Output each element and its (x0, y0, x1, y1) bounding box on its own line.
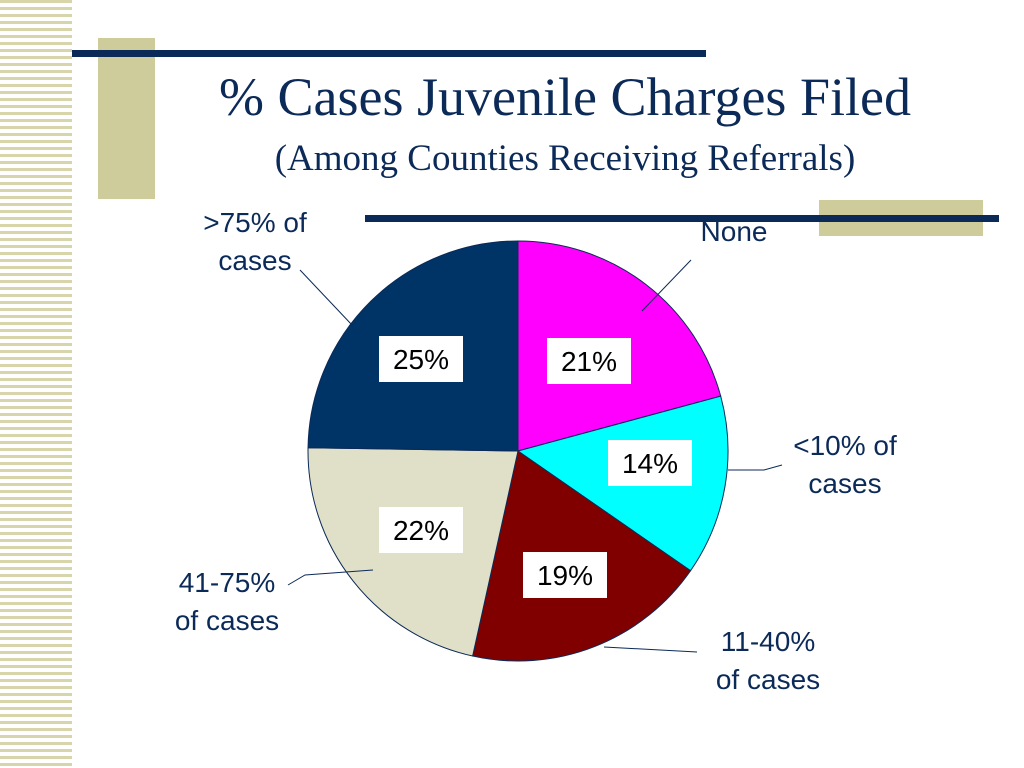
category-label-line: >75% of (203, 207, 307, 238)
category-label: 11-40% of cases (716, 626, 820, 695)
decorative-navy-rule-right (365, 215, 999, 222)
decorative-tan-block (98, 38, 155, 199)
slide-subtitle: (Among Counties Receiving Referrals) (274, 138, 856, 179)
category-label-line: of cases (716, 664, 820, 695)
leader-line (728, 464, 783, 471)
leader-line (287, 569, 374, 586)
category-label: >75% of cases (203, 207, 307, 276)
slice-value-label: 14% (608, 440, 692, 486)
slice-value-label: 19% (523, 552, 607, 598)
slice-value-label: 22% (379, 507, 463, 553)
category-label: 41-75% of cases (175, 567, 279, 636)
category-label-line: of cases (175, 605, 279, 636)
value-label-text: 21% (561, 346, 617, 377)
slide-title: % Cases Juvenile Charges Filed (219, 67, 911, 127)
category-label-line: 41-75% (179, 567, 276, 598)
leader-line (603, 646, 698, 653)
category-label-line: None (701, 216, 768, 247)
leader-line (299, 269, 353, 326)
slice-value-label: 25% (379, 336, 463, 382)
slice-value-label: 21% (547, 338, 631, 384)
decorative-navy-rule (72, 50, 706, 57)
value-label-box (608, 440, 692, 486)
value-label-box (523, 552, 607, 598)
category-label-line: cases (218, 245, 291, 276)
leader-line (641, 259, 692, 312)
decorative-side-stripes (0, 0, 72, 768)
value-label-text: 25% (393, 344, 449, 375)
category-label-line: cases (808, 468, 881, 499)
value-label-text: 14% (622, 448, 678, 479)
value-label-box (547, 338, 631, 384)
value-label-text: 19% (537, 560, 593, 591)
value-label-box (379, 336, 463, 382)
value-label-text: 22% (393, 515, 449, 546)
category-label: None (701, 216, 768, 247)
category-label-line: 11-40% (721, 626, 815, 657)
category-label-line: <10% of (793, 430, 897, 461)
category-label: <10% of cases (793, 430, 897, 499)
value-label-box (379, 507, 463, 553)
